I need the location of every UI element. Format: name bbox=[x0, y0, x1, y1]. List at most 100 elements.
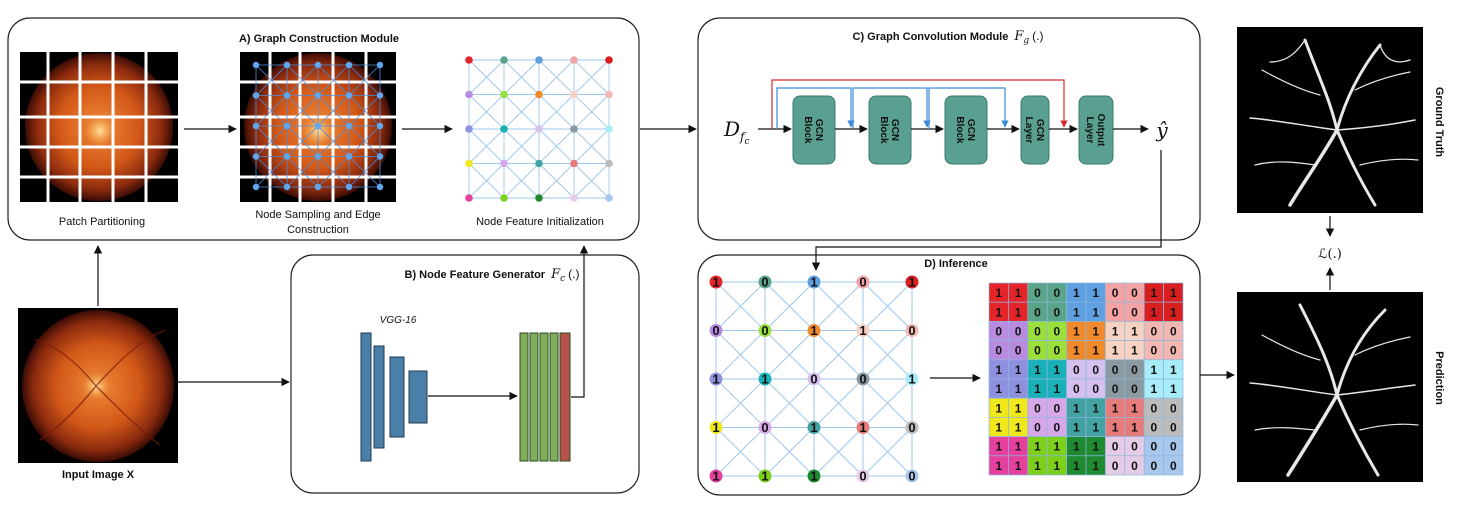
graph-edge bbox=[468, 163, 505, 199]
grid-cell-value: 1 bbox=[1073, 401, 1080, 415]
graph-node bbox=[535, 90, 543, 99]
inference-node bbox=[709, 324, 723, 337]
grid-cell-value: 0 bbox=[1131, 459, 1138, 473]
graph-edge bbox=[862, 281, 913, 331]
grid-cell-value: 1 bbox=[1034, 440, 1041, 454]
inference-node-value: 1 bbox=[712, 372, 719, 387]
inference-node bbox=[856, 372, 870, 386]
graph-node bbox=[252, 92, 260, 99]
graph-node bbox=[314, 153, 322, 160]
inference-node bbox=[905, 275, 919, 289]
vgg-encoder bbox=[360, 332, 428, 462]
gcn-block bbox=[944, 95, 988, 165]
grid-cell-value: 0 bbox=[1092, 382, 1099, 396]
graph-edge bbox=[468, 94, 505, 130]
graph-node bbox=[465, 159, 473, 168]
graph-node bbox=[376, 153, 384, 160]
graph-edge bbox=[255, 95, 288, 127]
inference-node-value: 1 bbox=[810, 323, 817, 338]
c-output-symbol: ŷ bbox=[1155, 118, 1168, 142]
inference-node bbox=[807, 372, 821, 386]
grid-cell-value: 1 bbox=[1015, 305, 1022, 319]
inference-node-value: 1 bbox=[712, 275, 719, 290]
inference-node-value: 0 bbox=[810, 372, 817, 387]
grid-cell-value: 0 bbox=[1054, 421, 1061, 435]
graph-edge bbox=[317, 156, 350, 188]
grid-cell-value: 1 bbox=[995, 440, 1002, 454]
graph-edge bbox=[715, 378, 766, 428]
gcn-block bbox=[1078, 95, 1114, 165]
graph-node bbox=[500, 125, 508, 133]
grid-cell-value: 1 bbox=[1092, 421, 1099, 435]
inference-node-value: 0 bbox=[859, 372, 866, 387]
graph-node bbox=[283, 183, 291, 191]
gcn-block-label: OutputLayer bbox=[1084, 114, 1106, 147]
inference-node bbox=[758, 275, 772, 289]
graph-edge bbox=[764, 427, 815, 477]
inference-node bbox=[856, 469, 870, 483]
grid-cell-value: 1 bbox=[1170, 363, 1177, 377]
inference-node bbox=[856, 275, 870, 289]
inference-node bbox=[709, 275, 723, 289]
grid-cell-value: 0 bbox=[1112, 286, 1119, 300]
grid-cell-value: 0 bbox=[1092, 363, 1099, 377]
graph-edge bbox=[503, 163, 540, 199]
graph-node bbox=[376, 122, 384, 130]
graph-edge bbox=[286, 125, 319, 157]
patch-partition-label: Patch Partitioning bbox=[59, 216, 145, 228]
gcn-block bbox=[792, 95, 836, 165]
grid-cell-value: 1 bbox=[1015, 421, 1022, 435]
grid-cell-value: 1 bbox=[1112, 401, 1119, 415]
grid-cell-value: 0 bbox=[1131, 286, 1138, 300]
grid-cell-value: 1 bbox=[1092, 305, 1099, 319]
graph-edge bbox=[573, 163, 610, 199]
grid-cell-value: 0 bbox=[1054, 305, 1061, 319]
grid-cell-value: 0 bbox=[1151, 440, 1158, 454]
inference-node bbox=[709, 421, 723, 434]
grid-cell-value: 1 bbox=[1112, 421, 1119, 435]
graph-edge bbox=[255, 64, 288, 96]
graph-node bbox=[283, 61, 291, 69]
graph-node bbox=[345, 61, 353, 69]
grid-cell-value: 1 bbox=[1054, 440, 1061, 454]
inference-node-value: 1 bbox=[908, 275, 915, 290]
graph-node bbox=[252, 153, 260, 160]
grid-cell-value: 0 bbox=[1034, 286, 1041, 300]
inference-node-value: 0 bbox=[908, 323, 915, 338]
graph-node bbox=[535, 125, 543, 133]
ground-truth-label: Ground Truth bbox=[1433, 87, 1445, 158]
grid-cell-value: 1 bbox=[1151, 286, 1158, 300]
grid-cell-value: 1 bbox=[1015, 459, 1022, 473]
grid-cell-value: 0 bbox=[1131, 363, 1138, 377]
grid-cell-value: 0 bbox=[995, 325, 1002, 339]
c-input-symbol: Dfc bbox=[723, 117, 750, 147]
inference-node bbox=[758, 421, 772, 434]
graph-node bbox=[376, 61, 384, 69]
grid-cell-value: 1 bbox=[1092, 459, 1099, 473]
inference-node bbox=[807, 324, 821, 337]
graph-node bbox=[314, 183, 322, 191]
inference-grid: 1 1 0 0 1 1 0 0 1 11 1 0 0 1 1 0 0 1 10 0 0 0 1 1 1 1 0 00 0 0 0 1 1 1 1 0 0… bbox=[988, 282, 1184, 476]
graph-node bbox=[345, 153, 353, 160]
graph-edge bbox=[348, 64, 381, 96]
graph-edge bbox=[317, 95, 350, 127]
inference-node-value: 0 bbox=[908, 469, 915, 484]
grid-cell-value: 1 bbox=[1131, 421, 1138, 435]
gcn-block bbox=[1020, 95, 1050, 165]
inference-node-value: 0 bbox=[712, 323, 719, 338]
grid-cell-value: 1 bbox=[1170, 382, 1177, 396]
graph-node bbox=[465, 194, 473, 202]
grid-cell-value: 1 bbox=[1015, 440, 1022, 454]
grid-cell-value: 1 bbox=[995, 305, 1002, 319]
graph-edge bbox=[468, 128, 505, 164]
graph-node bbox=[605, 194, 613, 202]
module-d-title: D) Inference bbox=[924, 258, 988, 270]
graph-edge bbox=[255, 156, 288, 188]
graph-node bbox=[500, 56, 508, 64]
grid-cell-value: 0 bbox=[1151, 344, 1158, 358]
grid-cell-value: 0 bbox=[1054, 344, 1061, 358]
graph-node bbox=[465, 125, 473, 133]
graph-node bbox=[535, 56, 543, 64]
graph-edge bbox=[286, 64, 319, 96]
